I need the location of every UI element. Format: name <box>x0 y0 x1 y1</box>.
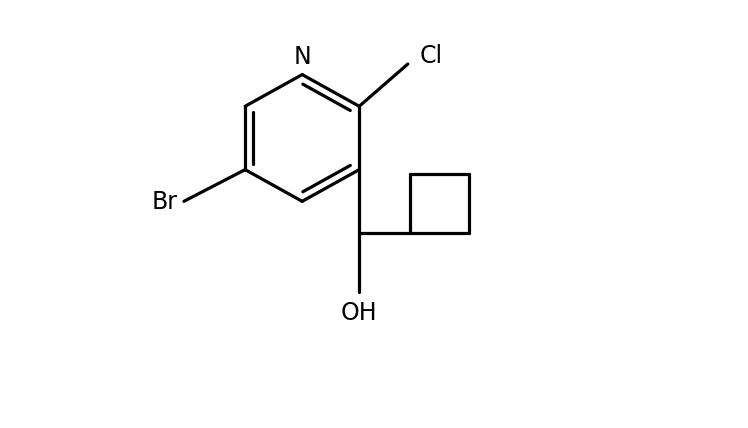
Text: N: N <box>293 45 311 69</box>
Text: OH: OH <box>341 301 378 325</box>
Text: Br: Br <box>152 190 178 214</box>
Text: Cl: Cl <box>420 44 443 68</box>
